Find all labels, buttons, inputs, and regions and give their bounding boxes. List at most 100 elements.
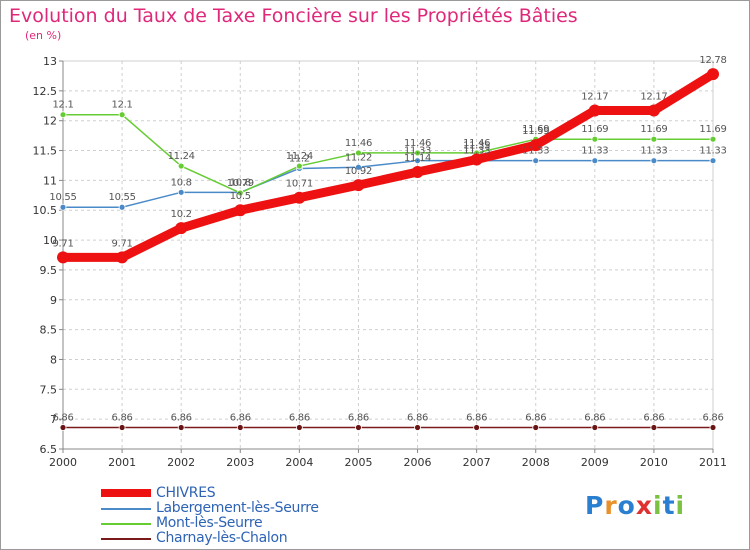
data-point — [293, 191, 306, 204]
logo-letter: i — [653, 491, 663, 520]
y-tick-label: 11.5 — [33, 145, 58, 158]
legend-label-labergement: Labergement-lès-Seurre — [156, 500, 319, 516]
series-line — [62, 113, 714, 194]
data-point — [709, 135, 717, 143]
data-label: 11.69 — [640, 124, 667, 135]
y-tick-label: 13 — [43, 55, 57, 68]
legend-label-mont: Mont-lès-Seurre — [156, 515, 263, 531]
legend-swatch-mont — [101, 523, 151, 525]
data-point — [57, 251, 69, 264]
data-label: 11.46 — [404, 138, 431, 149]
x-tick-label: 2006 — [404, 456, 432, 469]
data-label: 6.86 — [112, 413, 133, 424]
data-point — [236, 189, 244, 197]
x-tick-label: 2009 — [581, 456, 609, 469]
data-point — [707, 68, 719, 81]
data-label: 11.69 — [581, 124, 608, 135]
y-tick-label: 12 — [43, 115, 57, 128]
data-label: 12.17 — [581, 92, 608, 103]
data-point — [175, 222, 188, 235]
data-point — [177, 162, 185, 170]
data-point — [236, 424, 244, 431]
data-label: 10.79 — [227, 178, 254, 189]
y-tick-label: 7 — [50, 413, 57, 426]
data-point — [532, 424, 540, 431]
logo-letter: i — [675, 491, 686, 520]
series-group — [57, 68, 719, 431]
legend-label-charnay: Charnay-lès-Chalon — [156, 530, 288, 546]
data-label: 11.33 — [640, 146, 667, 157]
legend-swatch-labergement — [101, 508, 151, 510]
y-tick-label: 8.5 — [40, 324, 58, 337]
data-point — [355, 163, 362, 171]
data-label: 11.2 — [289, 153, 310, 164]
data-point — [295, 162, 303, 170]
y-tick-label: 12.5 — [33, 85, 58, 98]
data-point — [355, 424, 362, 431]
data-point — [352, 179, 365, 192]
data-label: 10.8 — [230, 177, 251, 188]
logo-letter: x — [635, 491, 653, 520]
data-point — [414, 157, 421, 165]
data-label: 11.69 — [699, 124, 726, 135]
legend-label-chivres: CHIVRES — [156, 485, 216, 501]
chart-subtitle: (en %) — [25, 29, 62, 42]
y-tick-label: 9 — [50, 294, 57, 307]
data-point — [650, 157, 658, 165]
data-point — [118, 111, 126, 119]
data-label: 11.59 — [522, 126, 549, 137]
data-point — [414, 424, 421, 431]
data-label: 6.86 — [643, 413, 664, 424]
data-point — [118, 203, 126, 211]
data-label: 10.8 — [171, 177, 192, 188]
data-point — [473, 424, 481, 431]
grid — [62, 60, 714, 450]
legend-swatch-charnay — [101, 538, 151, 540]
x-tick-label: 2010 — [640, 456, 668, 469]
x-tick-label: 2008 — [522, 456, 550, 469]
data-point — [177, 188, 185, 196]
data-label: 11.33 — [404, 146, 431, 157]
data-label: 10.92 — [345, 166, 372, 177]
series-2 — [59, 111, 717, 197]
proxiti-logo: Proxiti — [585, 491, 685, 520]
data-label: 6.86 — [466, 413, 487, 424]
data-label: 11.33 — [463, 146, 490, 157]
x-tick-label: 2007 — [463, 456, 491, 469]
data-label: 6.86 — [289, 413, 310, 424]
y-tick-label: 8 — [50, 353, 57, 366]
data-point — [532, 157, 540, 165]
axes: 6.5 7 7.5 8 8.5 9 9.5 10 10.5 11 11.5 12 12.5 13 2000 2… — [33, 55, 728, 469]
logo-letter: o — [617, 491, 636, 520]
y-tick-label: 11 — [43, 174, 57, 187]
logo-letter: r — [604, 491, 618, 520]
data-label: 12.17 — [640, 92, 667, 103]
data-point — [650, 135, 658, 143]
data-label: 11.24 — [168, 151, 195, 162]
series-line — [58, 69, 718, 262]
y-tick-label: 6.5 — [40, 443, 58, 456]
data-point — [591, 157, 599, 165]
y-tick-label: 10.5 — [33, 204, 58, 217]
data-label: 6.86 — [52, 413, 73, 424]
data-label: 10.2 — [171, 209, 192, 220]
data-point — [591, 424, 599, 431]
data-label: 11.46 — [463, 138, 490, 149]
data-label: 10.55 — [49, 192, 76, 203]
data-point — [59, 111, 67, 119]
data-label: 11.46 — [345, 138, 372, 149]
data-point — [414, 149, 421, 157]
data-point — [116, 251, 129, 264]
series-0 — [57, 68, 719, 264]
x-tick-label: 2002 — [167, 456, 195, 469]
data-point — [234, 204, 247, 217]
data-point — [650, 424, 658, 431]
logo-letter: P — [585, 491, 605, 520]
data-label: 11.35 — [463, 140, 490, 151]
data-point — [647, 104, 660, 117]
x-tick-label: 2005 — [344, 456, 372, 469]
series-1 — [59, 157, 717, 211]
data-label: 11.14 — [404, 153, 431, 164]
